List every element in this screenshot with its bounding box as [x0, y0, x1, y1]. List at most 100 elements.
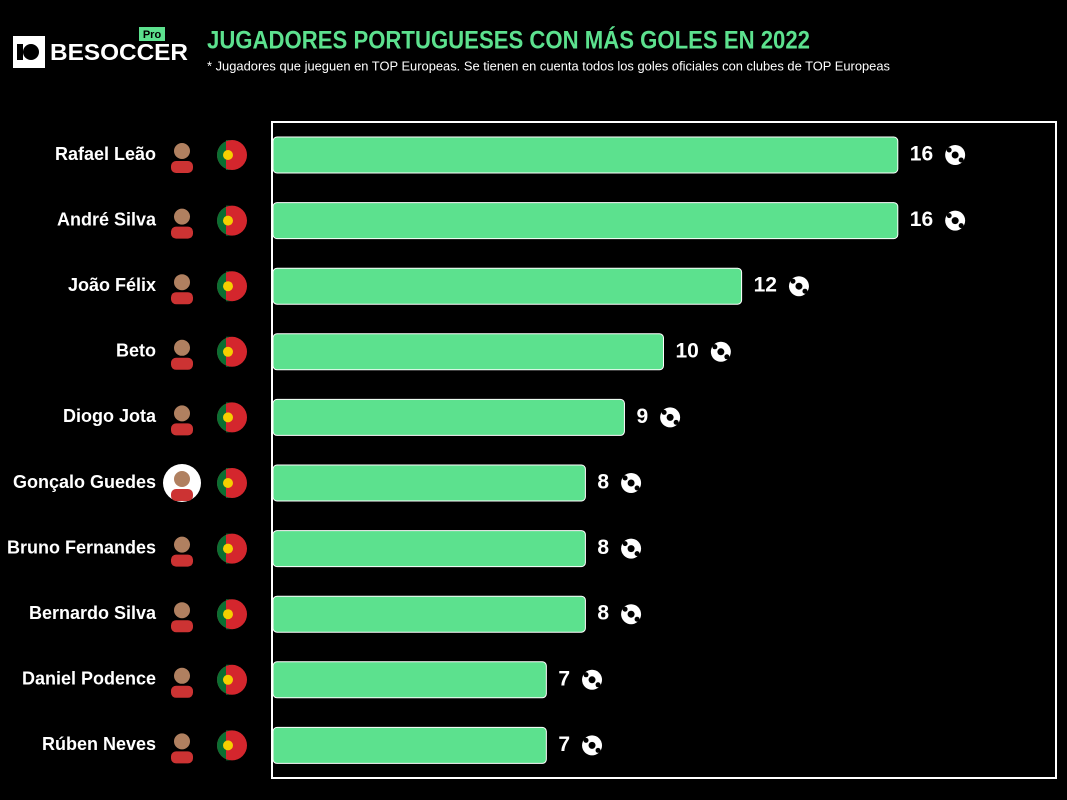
- player-shirt: [171, 554, 193, 567]
- ball-patch: [634, 485, 640, 491]
- flag-emblem: [223, 674, 233, 685]
- brand: BESOCCER: [50, 39, 188, 65]
- ball-patch: [622, 475, 628, 481]
- player-name: André Silva: [57, 209, 157, 229]
- ball-patch: [595, 682, 601, 688]
- ball-patch: [951, 151, 959, 159]
- player-name: Rúben Neves: [42, 734, 156, 754]
- player-shirt: [171, 685, 193, 698]
- ball-patch: [958, 157, 964, 163]
- player-shirt: [171, 226, 193, 239]
- player-head: [174, 339, 190, 356]
- bar: [272, 661, 547, 699]
- ball-patch: [790, 278, 796, 284]
- flag-emblem: [223, 543, 233, 554]
- ball-patch: [622, 606, 628, 612]
- bar: [272, 726, 547, 764]
- bar: [272, 464, 586, 502]
- player-name: Gonçalo Guedes: [13, 472, 156, 492]
- ball-patch: [958, 223, 964, 229]
- player-head: [174, 405, 190, 422]
- value-label: 8: [597, 536, 609, 559]
- player-name: Bernardo Silva: [29, 603, 157, 623]
- plot-frame: [271, 121, 1057, 779]
- ball-patch: [634, 551, 640, 557]
- bar: [272, 333, 664, 371]
- player-head: [174, 208, 190, 225]
- value-label: 7: [558, 733, 570, 756]
- player-name: João Félix: [68, 275, 156, 295]
- value-label: 8: [597, 602, 609, 625]
- ball-patch: [627, 545, 635, 553]
- player-shirt: [171, 620, 193, 633]
- flag-emblem: [223, 412, 233, 423]
- bar: [272, 530, 586, 568]
- logo: BESOCCER Pro: [13, 27, 188, 68]
- ball-patch: [583, 672, 589, 678]
- bar: [272, 136, 899, 174]
- value-label: 16: [910, 208, 933, 231]
- player-shirt: [171, 161, 193, 173]
- ball-patch: [724, 354, 730, 360]
- value-label: 9: [636, 405, 648, 428]
- player-head: [174, 667, 190, 684]
- logo-icon-inner: [23, 44, 39, 60]
- player-head: [174, 143, 190, 159]
- bar: [272, 595, 586, 633]
- ball-patch: [627, 610, 635, 618]
- ball-patch: [634, 616, 640, 622]
- ball-patch: [946, 147, 952, 153]
- flag-emblem: [223, 478, 233, 488]
- flag-emblem: [223, 346, 233, 357]
- player-shirt: [171, 423, 193, 436]
- flag-emblem: [223, 215, 233, 226]
- ball-patch: [802, 288, 808, 294]
- flag-emblem: [223, 609, 233, 620]
- bar: [272, 267, 743, 305]
- ball-patch: [661, 409, 667, 415]
- badge-bg: [139, 27, 165, 41]
- player-name: Diogo Jota: [63, 406, 157, 426]
- value-label: 7: [558, 667, 570, 690]
- ball-patch: [712, 344, 718, 350]
- player-head: [174, 733, 190, 750]
- chart-title: JUGADORES PORTUGUESES CON MÁS GOLES EN 2…: [207, 26, 810, 55]
- bar: [272, 202, 899, 240]
- ball-patch: [717, 348, 725, 356]
- value-label: 8: [597, 471, 609, 494]
- player-shirt: [171, 751, 193, 764]
- bar: [272, 398, 625, 436]
- ball-patch: [795, 282, 803, 290]
- player-head: [174, 536, 190, 553]
- ball-patch: [588, 676, 596, 684]
- player-name: Daniel Podence: [22, 669, 156, 689]
- value-label: 12: [754, 274, 777, 297]
- ball-patch: [946, 213, 952, 219]
- flag-emblem: [223, 740, 233, 751]
- ball-patch: [622, 541, 628, 547]
- player-name: Rafael Leão: [55, 144, 156, 164]
- flag-emblem: [223, 281, 233, 292]
- chart-subtitle: * Jugadores que jueguen en TOP Europeas.…: [207, 58, 890, 73]
- player-shirt: [171, 292, 193, 305]
- player-head: [174, 602, 190, 619]
- player-head: [174, 274, 190, 291]
- ball-patch: [588, 741, 596, 749]
- logo-icon-bar: [17, 44, 23, 60]
- ball-patch: [666, 413, 674, 421]
- player-name: Beto: [116, 341, 156, 361]
- player-head: [174, 471, 190, 487]
- ball-patch: [627, 479, 635, 487]
- brand-badge: Pro: [143, 29, 162, 41]
- player-shirt: [171, 489, 193, 501]
- ball-patch: [583, 737, 589, 743]
- player-name: Bruno Fernandes: [7, 537, 156, 557]
- flag-emblem: [223, 150, 233, 160]
- player-shirt: [171, 357, 193, 370]
- value-label: 10: [676, 339, 699, 362]
- ball-patch: [673, 419, 679, 425]
- ball-patch: [595, 747, 601, 753]
- value-label: 16: [910, 143, 933, 166]
